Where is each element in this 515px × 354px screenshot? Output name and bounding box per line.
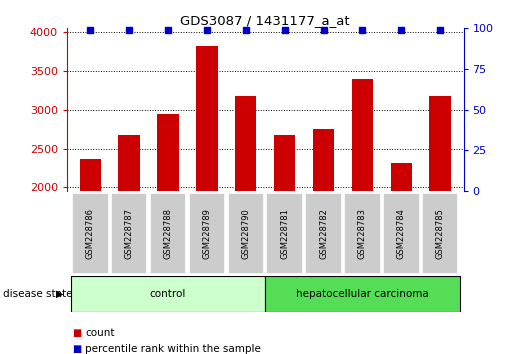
Text: GSM228789: GSM228789 (202, 208, 212, 259)
Text: count: count (85, 328, 114, 338)
Text: GSM228784: GSM228784 (397, 208, 406, 259)
Text: ■: ■ (72, 344, 81, 354)
Bar (80, 159, 101, 342)
Bar (265, 276, 459, 312)
Text: ▶: ▶ (56, 289, 63, 299)
Bar (196, 46, 218, 342)
Bar (188, 193, 225, 274)
Bar (274, 135, 296, 342)
Bar (313, 129, 334, 342)
Text: GSM228785: GSM228785 (436, 208, 444, 259)
Text: GSM228786: GSM228786 (86, 208, 95, 259)
Text: GSM228781: GSM228781 (280, 208, 289, 259)
Text: GSM228788: GSM228788 (164, 208, 173, 259)
Text: GSM228787: GSM228787 (125, 208, 134, 259)
Text: disease state: disease state (3, 289, 72, 299)
Bar (344, 193, 381, 274)
Text: GSM228782: GSM228782 (319, 208, 328, 259)
Bar (383, 193, 420, 274)
Bar (71, 276, 265, 312)
Bar (352, 79, 373, 342)
Text: hepatocellular carcinoma: hepatocellular carcinoma (296, 289, 429, 299)
Bar (390, 163, 412, 342)
Title: GDS3087 / 1431177_a_at: GDS3087 / 1431177_a_at (180, 14, 350, 27)
Text: control: control (150, 289, 186, 299)
Bar (72, 193, 109, 274)
Bar (111, 193, 147, 274)
Bar (305, 193, 342, 274)
Bar (235, 96, 256, 342)
Bar (150, 193, 186, 274)
Text: GSM228790: GSM228790 (242, 208, 250, 259)
Bar (266, 193, 303, 274)
Bar (158, 114, 179, 342)
Text: percentile rank within the sample: percentile rank within the sample (85, 344, 261, 354)
Text: ■: ■ (72, 328, 81, 338)
Text: GSM228783: GSM228783 (358, 208, 367, 259)
Bar (118, 135, 140, 342)
Bar (422, 193, 458, 274)
Bar (430, 96, 451, 342)
Bar (228, 193, 264, 274)
